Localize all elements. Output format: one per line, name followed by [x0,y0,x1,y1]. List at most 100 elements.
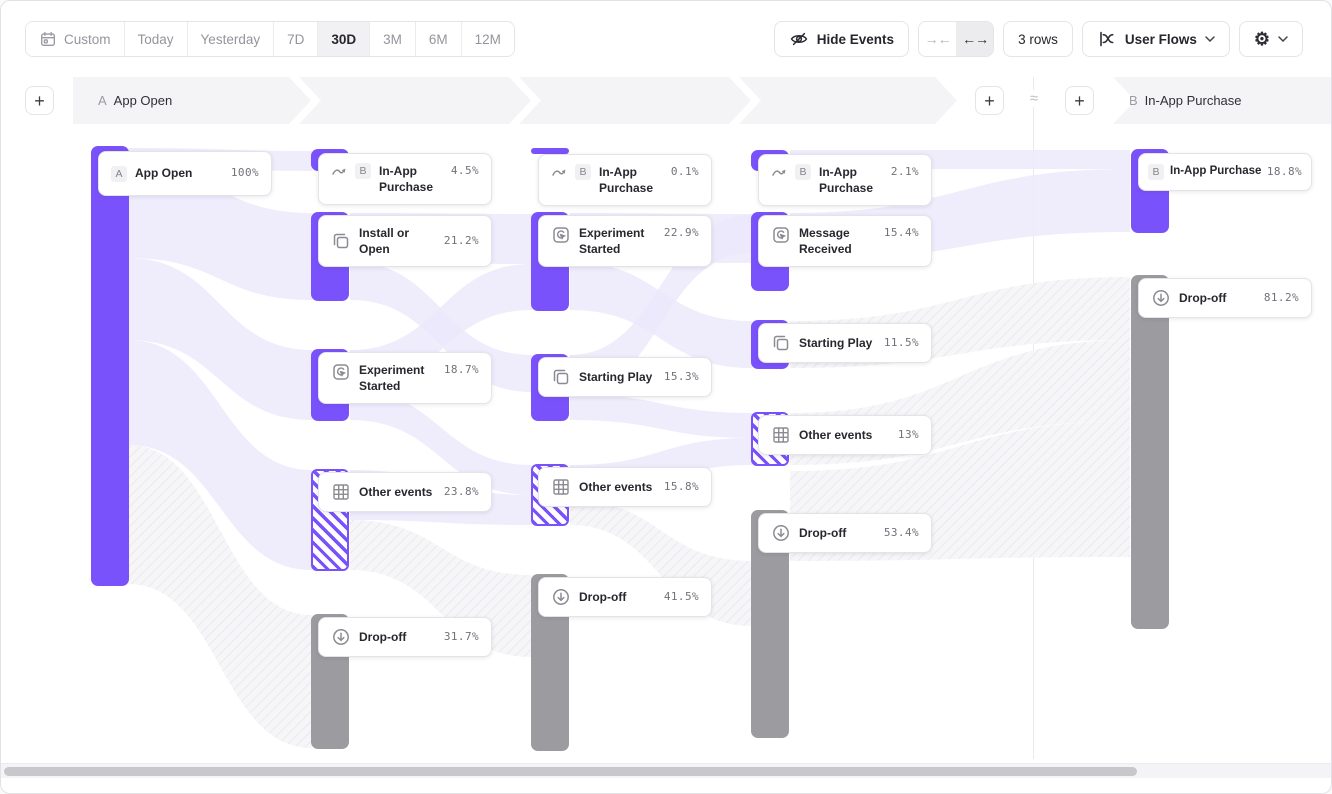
range-button-12m[interactable]: 12M [461,22,514,56]
flow-node-card[interactable]: Other events 13% [758,415,932,455]
toolbar-right: Hide Events →← ←→ 3 rows User Flows [773,21,1303,57]
node-value: 53.4% [883,525,919,539]
node-label: Message Received [799,226,852,257]
node-value: 18.7% [443,363,479,376]
end-event-label: In-App Purchase [1144,93,1242,108]
flow-node-card[interactable]: Starting Play 11.5% [758,323,932,363]
flow-link [570,394,752,438]
squares-icon [551,367,571,387]
settings-button[interactable]: ⚙ [1238,21,1303,57]
add-step-right-button[interactable]: + [1065,86,1094,115]
range-button-7d[interactable]: 7D [274,22,319,56]
flow-node-card[interactable]: Drop-off 31.7% [318,617,492,657]
node-label: Drop-off [799,525,847,540]
flow-node-card[interactable]: B In-App Purchase 4.5% [318,153,492,206]
start-event-badge: A [98,93,107,108]
range-label: 12M [474,31,501,47]
user-flows-chart-icon [1097,29,1117,49]
flow-header: + + + ≈ A App Open B In-App Purchase [1,77,1331,124]
chevron-down-icon [1205,36,1215,42]
pointer-box-icon [551,225,571,245]
flow-link [128,340,312,570]
grid-icon [331,482,351,502]
flow-node-bar[interactable] [91,146,129,586]
rows-label: 3 rows [1018,31,1058,47]
range-label: Today [137,31,174,47]
add-step-left-button[interactable]: + [975,86,1004,115]
flow-link [128,167,312,300]
range-label: Yesterday [200,31,261,47]
plus-icon: + [1074,90,1085,111]
flow-node-card[interactable]: Drop-off 53.4% [758,513,932,553]
range-button-30d[interactable]: 30D [318,22,371,56]
event-badge: B [355,163,371,179]
range-button-3m[interactable]: 3M [370,22,416,56]
approx-separator: ≈ [1026,90,1042,107]
node-label: Other events [799,427,873,442]
expand-columns-button[interactable]: ←→ [956,22,994,56]
flow-node-card[interactable]: Drop-off 81.2% [1138,278,1312,318]
flow-node-card[interactable]: Experiment Started 22.9% [538,215,712,268]
node-value: 22.9% [663,226,699,239]
node-value: 2.1% [890,165,919,178]
node-label: Other events [579,479,653,494]
node-value: 41.5% [663,589,699,603]
flow-node-card[interactable]: B In-App Purchase 0.1% [538,154,712,207]
flow-node-card[interactable]: Install or Open 21.2% [318,215,492,268]
flow-node-card[interactable]: Drop-off 41.5% [538,577,712,617]
drop-off-icon [1151,288,1171,308]
horizontal-scrollbar-thumb[interactable] [4,767,1137,776]
range-button-yesterday[interactable]: Yesterday [187,22,275,56]
collapse-columns-button[interactable]: →← [919,22,957,56]
node-label: In-App Purchase [379,164,434,195]
node-value: 15.4% [883,226,919,239]
range-button-today[interactable]: Today [124,22,188,56]
start-event-label: App Open [113,93,173,108]
range-label: 6M [428,31,448,47]
view-selector-button[interactable]: User Flows [1081,21,1230,57]
horizontal-scrollbar-track[interactable] [1,763,1331,778]
node-value: 31.7% [443,629,479,643]
flow-node-card[interactable]: A App Open 100% [98,151,272,196]
node-value: 15.8% [663,479,699,493]
flow-node-card[interactable]: Other events 15.8% [538,467,712,507]
node-value: 15.3% [663,369,699,383]
flow-node-bar[interactable] [531,148,569,154]
node-value: 100% [230,166,259,180]
node-label: In-App Purchase [1170,165,1262,178]
node-label: Starting Play [799,335,873,350]
node-value: 23.8% [443,484,479,498]
grid-icon [771,425,791,445]
hide-events-button[interactable]: Hide Events [773,21,910,57]
gear-icon: ⚙ [1253,29,1270,49]
range-button-6m[interactable]: 6M [415,22,462,56]
event-badge: B [795,164,811,180]
flow-link [128,445,312,748]
flow-link [128,258,312,420]
drop-off-icon [331,627,351,647]
collapse-arrows-icon: →← [924,31,952,47]
add-step-start-button[interactable]: + [25,86,54,115]
view-selector-label: User Flows [1124,31,1197,47]
flow-node-bar[interactable] [1131,275,1169,629]
node-label: Experiment Started [579,226,645,257]
step-banner [73,77,1331,124]
range-button-custom[interactable]: Custom [26,22,125,56]
node-label: Experiment Started [359,363,425,394]
flow-arrow-icon [551,164,567,178]
flow-node-card[interactable]: Message Received 15.4% [758,215,932,268]
event-badge: B [575,164,591,180]
date-range-group: Custom Today Yesterday 7D 30D 3M 6M 12M [25,21,515,57]
expand-arrows-icon: ←→ [962,31,989,47]
event-badge: B [1148,164,1164,180]
squares-icon [771,333,791,353]
node-value: 11.5% [883,335,919,349]
node-value: 81.2% [1263,290,1299,304]
flow-node-card[interactable]: B In-App Purchase 2.1% [758,154,932,207]
flow-node-card[interactable]: B In-App Purchase 18.8% [1138,153,1312,191]
flow-node-card[interactable]: Starting Play 15.3% [538,357,712,397]
drop-off-icon [551,587,571,607]
rows-button[interactable]: 3 rows [1003,21,1073,57]
flow-node-card[interactable]: Experiment Started 18.7% [318,352,492,405]
flow-node-card[interactable]: Other events 23.8% [318,472,492,512]
